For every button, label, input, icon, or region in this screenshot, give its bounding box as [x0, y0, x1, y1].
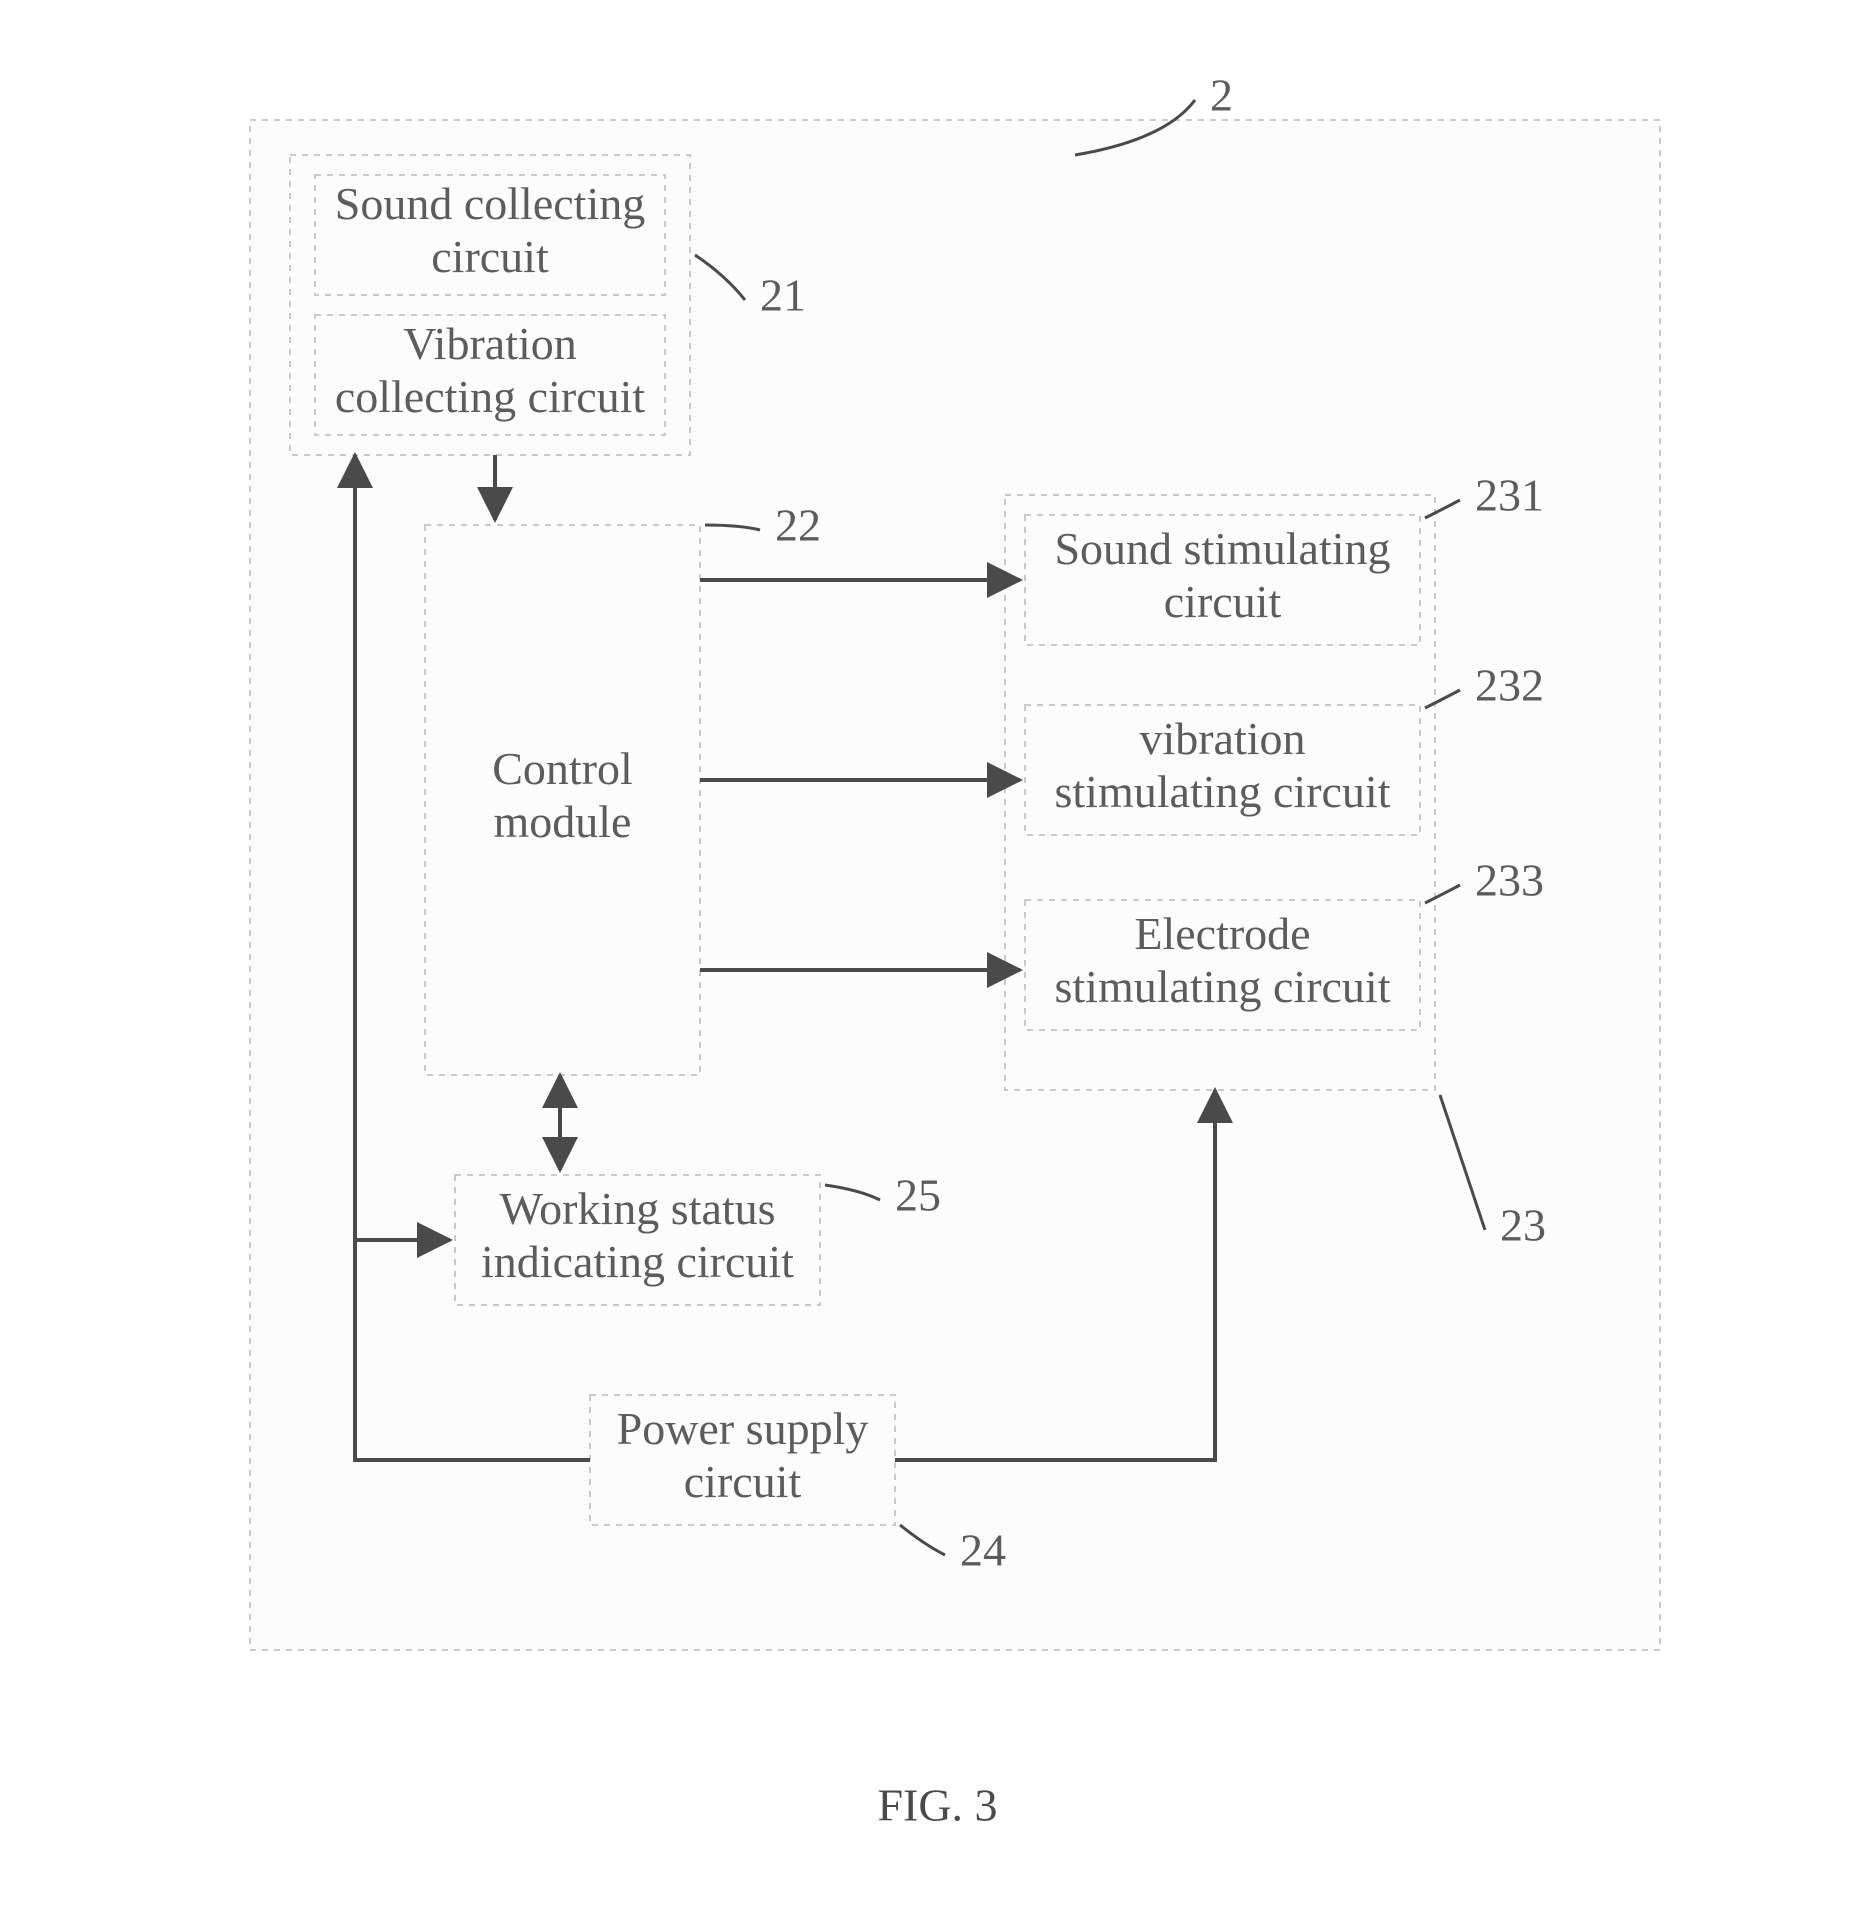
label-2: 2 — [1210, 70, 1233, 121]
b231-text-line-1: circuit — [1164, 576, 1282, 627]
sound-collecting-text-line-1: circuit — [431, 231, 549, 282]
b233-text-line-1: stimulating circuit — [1055, 961, 1391, 1012]
label-232: 232 — [1475, 660, 1544, 711]
label-231: 231 — [1475, 470, 1544, 521]
label-23: 23 — [1500, 1200, 1546, 1251]
block-diagram: 2Sound collectingcircuitVibrationcollect… — [0, 0, 1875, 1923]
label-233: 233 — [1475, 855, 1544, 906]
label-25: 25 — [895, 1170, 941, 1221]
vibration-collecting-text-line-1: collecting circuit — [335, 371, 646, 422]
b232-text-line-0: vibration — [1139, 713, 1305, 764]
label-24: 24 — [960, 1525, 1006, 1576]
power-supply-text-line-1: circuit — [684, 1456, 802, 1507]
status-indicating-text-line-0: Working status — [499, 1183, 775, 1234]
b231-text-line-0: Sound stimulating — [1054, 523, 1390, 574]
b232-text-line-1: stimulating circuit — [1055, 766, 1391, 817]
control-module-text-line-0: Control — [492, 743, 633, 794]
label-21: 21 — [760, 270, 806, 321]
sound-collecting-text-line-0: Sound collecting — [335, 178, 645, 229]
control-module-text-line-1: module — [494, 796, 632, 847]
power-supply-text-line-0: Power supply — [617, 1403, 869, 1454]
vibration-collecting-text-line-0: Vibration — [403, 318, 577, 369]
b233-text-line-0: Electrode — [1134, 908, 1310, 959]
status-indicating-text-line-1: indicating circuit — [481, 1236, 794, 1287]
figure-caption: FIG. 3 — [877, 1780, 997, 1831]
label-22: 22 — [775, 500, 821, 551]
